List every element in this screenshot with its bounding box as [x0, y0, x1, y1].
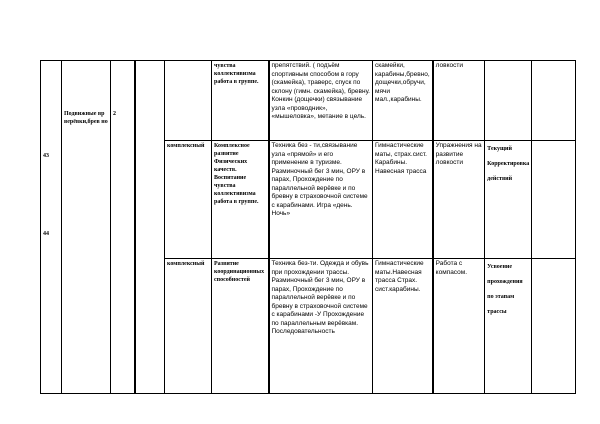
table-row: 43 44 Подвижные вр верёвки,брев но 2 чувс…: [40, 60, 577, 394]
extra: [531, 60, 577, 141]
lesson-number: 44: [43, 231, 49, 237]
skills: Упражнения на развитие ловкости: [431, 140, 486, 259]
extra: [531, 140, 577, 259]
equipment: Гимнастические маты.Навесная трасса Стра…: [371, 258, 434, 394]
lesson-number-cell: 43 44: [40, 60, 62, 394]
lesson-type: [164, 60, 212, 141]
equipment: скамейки, карабины,бревно, дощечки,обруч…: [371, 60, 434, 141]
skills: Работа с компасом.: [431, 258, 486, 394]
lesson-content: Техника без-ти. Одежда и обувь при прохо…: [267, 258, 373, 394]
lesson-type: комплексный: [164, 258, 212, 394]
control: [484, 60, 533, 141]
extra: [531, 258, 577, 394]
topic-cell: Подвижные вр верёвки,брев но: [61, 60, 111, 394]
hours-cell: 2: [110, 60, 135, 394]
empty-cell: [133, 60, 165, 394]
skills: ловкости: [431, 60, 486, 141]
lesson-type: комплексный: [164, 140, 212, 259]
hours: 2: [113, 111, 116, 117]
lesson-plan-table: 43 44 Подвижные вр верёвки,брев но 2 чувс…: [40, 60, 577, 394]
lesson-content: препятствий. ( подъём спортивным способо…: [267, 60, 373, 141]
control: Текущий Корректировка действий: [484, 140, 533, 259]
lesson-content: Техника без - ти,связывание узла «прямой…: [267, 140, 373, 259]
topic: Подвижные вр верёвки,брев но: [64, 111, 108, 125]
lesson-number: 43: [43, 153, 49, 159]
control: Усвоение прохождения по этапам трассы: [484, 258, 533, 394]
table-row: комплексный Развитие координационных спо…: [41, 258, 577, 394]
lesson-goal: Комплексное развитие Физических качеств.…: [211, 140, 269, 259]
lesson-goal: чувства коллективизма работа в группе.: [211, 60, 269, 141]
lesson-goal: Развитие координационных способностей: [211, 258, 269, 394]
equipment: Гимнастические маты, страх.сист. Карабин…: [371, 140, 434, 259]
